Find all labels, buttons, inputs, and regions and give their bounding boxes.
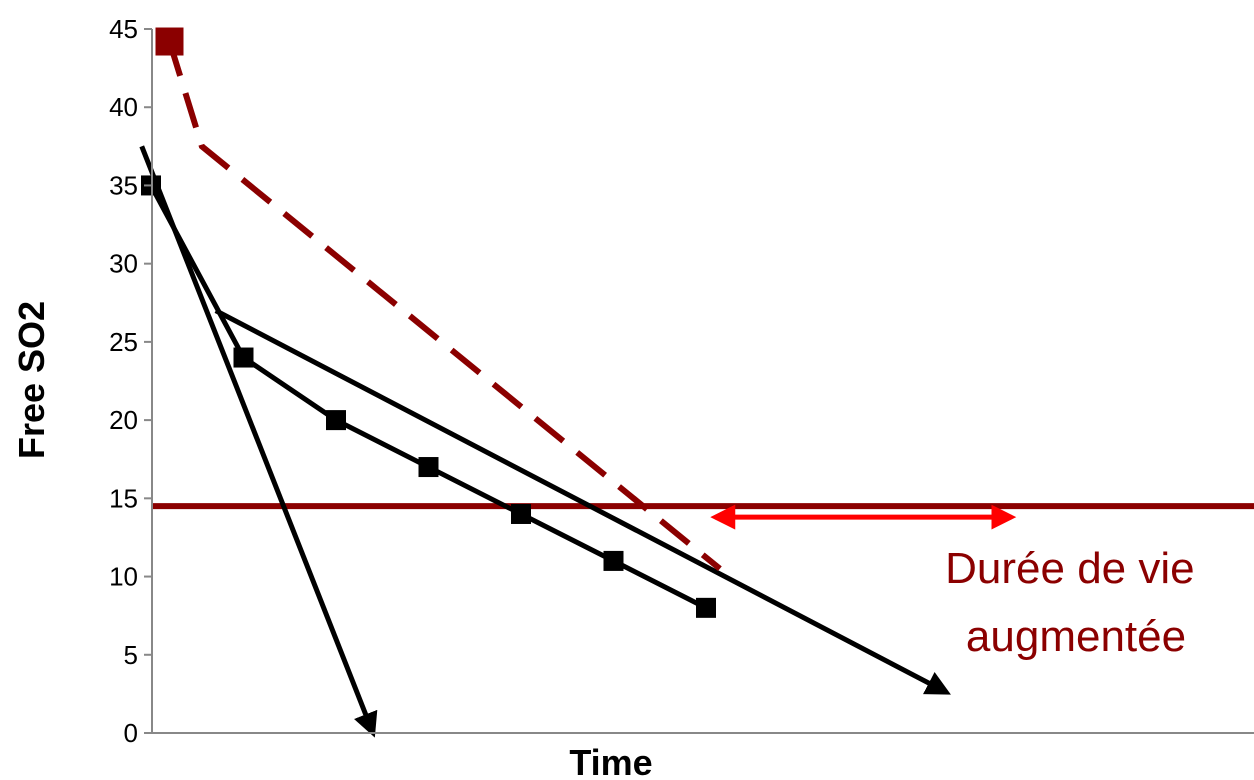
x-axis-title: Time bbox=[569, 742, 652, 780]
y-tick-label: 45 bbox=[109, 14, 138, 44]
axis-layer: 0 5 10 15 20 25 30 35 40 45 bbox=[109, 14, 1254, 748]
y-tick-label: 0 bbox=[124, 718, 138, 748]
y-tick-label: 10 bbox=[109, 562, 138, 592]
series-line-dashed bbox=[166, 40, 722, 572]
series-marker bbox=[326, 410, 346, 431]
series-marker bbox=[603, 550, 624, 571]
y-tick-label: 35 bbox=[109, 170, 138, 200]
series-marker-dashed bbox=[155, 27, 184, 56]
plot-layer bbox=[139, 27, 1254, 738]
annotation-line-1: Durée de vie bbox=[945, 544, 1194, 593]
trend-arrow bbox=[214, 308, 951, 695]
series-marker bbox=[511, 503, 531, 524]
annotation-line-2: augmentée bbox=[966, 612, 1186, 661]
y-tick-label: 25 bbox=[109, 327, 138, 357]
series-marker bbox=[233, 347, 254, 368]
series-marker bbox=[696, 597, 716, 618]
y-axis-title: Free SO2 bbox=[11, 301, 52, 459]
y-tick-label: 15 bbox=[109, 483, 138, 513]
y-tick-label: 30 bbox=[109, 249, 138, 279]
series-marker bbox=[418, 457, 439, 478]
y-tick-label: 20 bbox=[109, 405, 138, 435]
y-tick-label: 5 bbox=[124, 640, 138, 670]
y-tick-label: 40 bbox=[109, 92, 138, 122]
series-line-solid bbox=[148, 184, 708, 611]
annotation-text: Durée de vie augmentée bbox=[945, 544, 1207, 661]
